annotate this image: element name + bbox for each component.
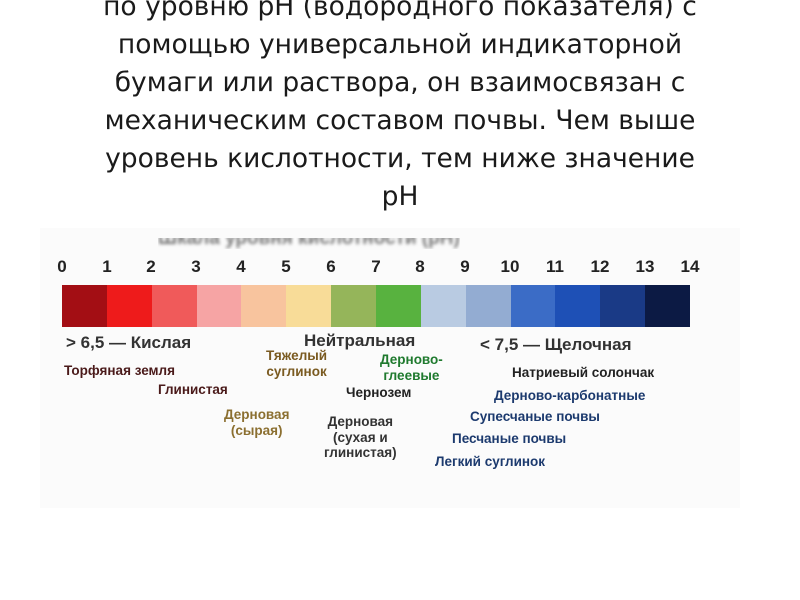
ph-tick-9: 9: [460, 257, 470, 276]
ph-color-segment: [376, 285, 421, 327]
soil-sod-gley-label: Дерново- глеевые: [380, 352, 443, 383]
soil-sandy-loam-label: Супесчаные почвы: [470, 409, 600, 424]
ph-color-segment: [241, 285, 287, 327]
ph-color-segment: [465, 285, 511, 327]
ph-color-segment: [645, 285, 691, 327]
intro-line-1: по уровню pH (водородного показателя) с: [103, 0, 697, 22]
ph-tick-6: 6: [326, 257, 336, 276]
soil-sod-dry-line-1: Дерновая: [327, 414, 394, 429]
ph-tick-2: 2: [146, 257, 156, 276]
ph-tick-7: 7: [371, 257, 381, 276]
soil-sod-raw-label: Дерновая (сырая): [224, 407, 289, 438]
ph-scale-figure: Шкала уровня кислотности (pH) 0 1 2 3 4 …: [40, 228, 740, 508]
intro-line-6: pH: [381, 181, 419, 212]
ph-color-bar: [62, 285, 691, 327]
scale-title: Шкала уровня кислотности (pH): [158, 228, 460, 249]
ph-color-segment: [62, 285, 107, 327]
intro-paragraph: по уровню pH (водородного показателя) с …: [30, 0, 770, 216]
intro-line-5: уровень кислотности, тем ниже значение: [105, 143, 695, 174]
ph-tick-3: 3: [191, 257, 201, 276]
soil-heavy-loam-label: Тяжелый суглинок: [266, 348, 327, 379]
ph-color-segment: [600, 285, 646, 327]
ph-tick-14: 14: [680, 257, 700, 276]
soil-chernozem-label: Чернозем: [346, 385, 412, 400]
ph-color-segment: [286, 285, 332, 327]
soil-sod-dry-label: Дерновая (сухая и глинистая): [324, 414, 397, 461]
soil-sod-gley-line-1: Дерново-: [380, 352, 443, 367]
soil-clay-label: Глинистая: [158, 382, 228, 397]
zone-neutral-label: Нейтральная: [304, 331, 416, 350]
soil-peat-label: Торфяная земля: [64, 363, 175, 378]
soil-heavy-loam-line-2: суглинок: [266, 363, 327, 379]
ph-color-segment: [106, 285, 152, 327]
soil-sod-raw-line-2: (сырая): [230, 422, 283, 438]
soil-sod-gley-line-2: глеевые: [383, 367, 440, 383]
soil-sod-dry-line-2: (сухая и: [333, 429, 388, 445]
ph-tick-10: 10: [500, 257, 520, 276]
zone-alkaline-label: < 7,5 — Щелочная: [480, 335, 632, 354]
soil-sod-carbonate-label: Дерново-карбонатные: [494, 388, 646, 403]
intro-line-3: бумаги или раствора, он взаимосвязан с: [114, 67, 686, 98]
intro-line-2: помощью универсальной индикаторной: [117, 29, 683, 60]
ph-tick-12: 12: [590, 257, 610, 276]
ph-color-segment: [151, 285, 197, 327]
ph-color-segment: [196, 285, 242, 327]
ph-tick-0: 0: [57, 257, 67, 276]
intro-line-4: механическим составом почвы. Чем выше: [104, 105, 696, 136]
ph-tick-11: 11: [546, 257, 564, 276]
zone-acid-label: > 6,5 — Кислая: [66, 333, 192, 352]
soil-light-loam-label: Легкий суглинок: [435, 454, 546, 469]
ph-tick-5: 5: [281, 257, 291, 276]
ph-color-segment: [331, 285, 377, 327]
ph-tick-8: 8: [415, 257, 425, 276]
ph-color-segment: [555, 285, 601, 327]
ph-color-segment: [420, 285, 466, 327]
soil-sod-dry-line-3: глинистая): [324, 445, 397, 461]
soil-heavy-loam-line-1: Тяжелый: [266, 348, 328, 363]
soil-sodium-solonchak-label: Натриевый солончак: [512, 365, 655, 380]
ph-tick-4: 4: [236, 257, 246, 276]
ph-tick-13: 13: [635, 257, 655, 276]
ph-tick-1: 1: [102, 257, 112, 276]
soil-sod-raw-line-1: Дерновая: [224, 407, 290, 422]
ph-color-segment: [510, 285, 556, 327]
soil-sandy-label: Песчаные почвы: [452, 431, 567, 446]
